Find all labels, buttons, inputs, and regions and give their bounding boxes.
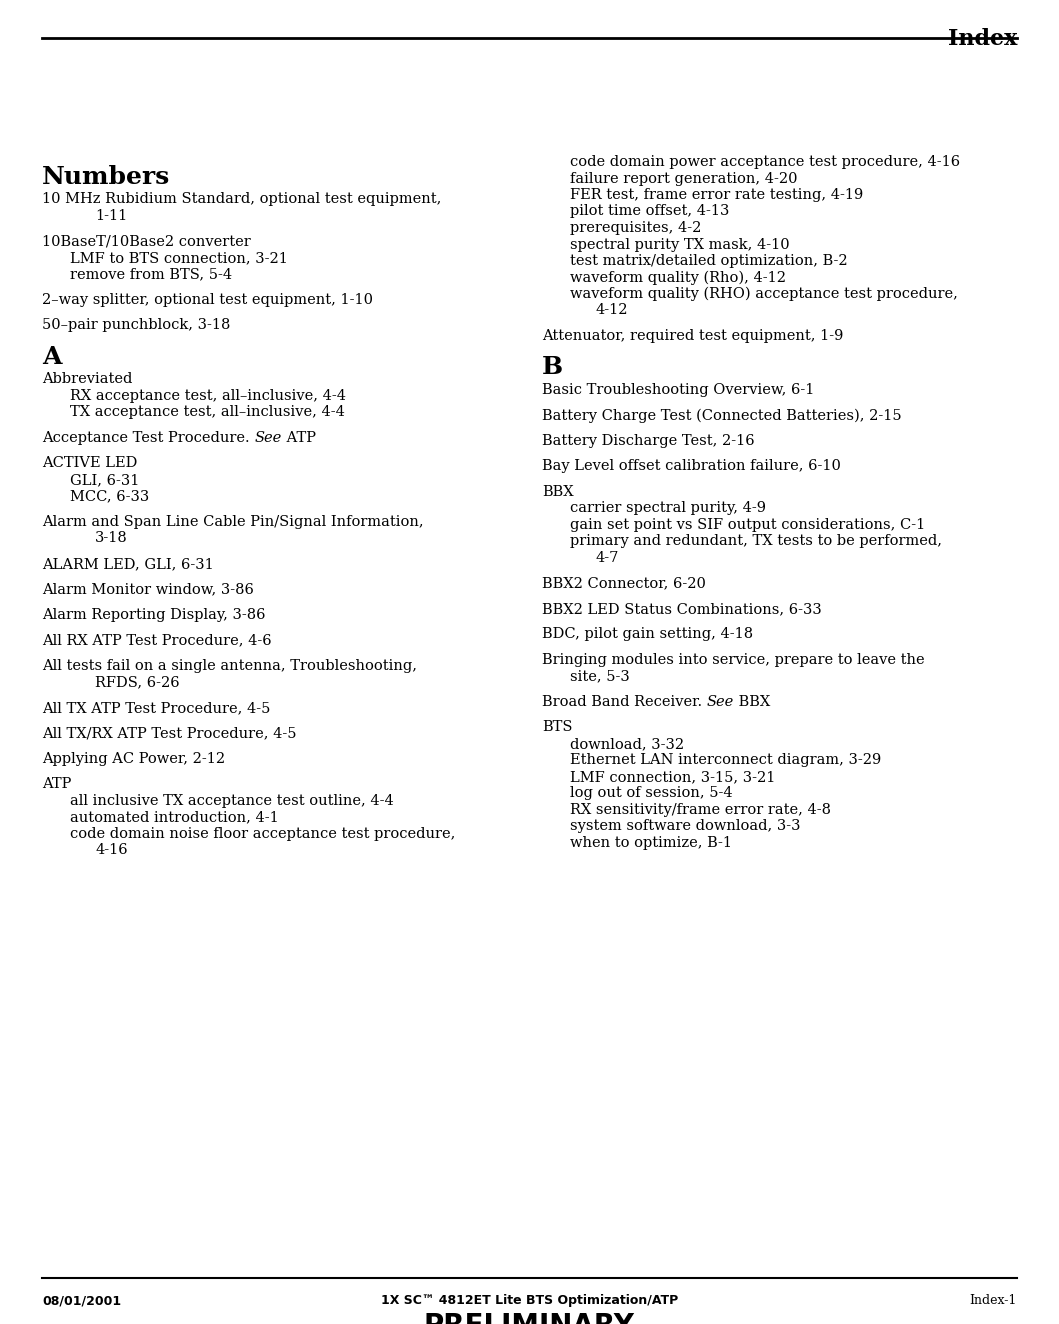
- Text: BBX: BBX: [542, 485, 574, 499]
- Text: Alarm Reporting Display, 3-86: Alarm Reporting Display, 3-86: [42, 608, 266, 622]
- Text: 4-7: 4-7: [595, 551, 618, 565]
- Text: waveform quality (Rho), 4-12: waveform quality (Rho), 4-12: [570, 270, 786, 285]
- Text: prerequisites, 4-2: prerequisites, 4-2: [570, 221, 701, 234]
- Text: failure report generation, 4-20: failure report generation, 4-20: [570, 172, 797, 185]
- Text: See: See: [706, 695, 734, 708]
- Text: BBX: BBX: [734, 695, 770, 708]
- Text: when to optimize, B-1: when to optimize, B-1: [570, 835, 732, 850]
- Text: ALARM LED, GLI, 6-31: ALARM LED, GLI, 6-31: [42, 557, 214, 571]
- Text: All tests fail on a single antenna, Troubleshooting,: All tests fail on a single antenna, Trou…: [42, 659, 417, 673]
- Text: Alarm and Span Line Cable Pin/Signal Information,: Alarm and Span Line Cable Pin/Signal Inf…: [42, 515, 424, 528]
- Text: Acceptance Test Procedure.: Acceptance Test Procedure.: [42, 430, 254, 445]
- Text: 08/01/2001: 08/01/2001: [42, 1294, 121, 1307]
- Text: test matrix/detailed optimization, B-2: test matrix/detailed optimization, B-2: [570, 254, 847, 267]
- Text: Alarm Monitor window, 3-86: Alarm Monitor window, 3-86: [42, 583, 254, 596]
- Text: 3-18: 3-18: [95, 531, 128, 545]
- Text: Broad Band Receiver.: Broad Band Receiver.: [542, 695, 706, 708]
- Text: site, 5-3: site, 5-3: [570, 670, 630, 683]
- Text: 2–way splitter, optional test equipment, 1-10: 2–way splitter, optional test equipment,…: [42, 293, 373, 307]
- Text: ATP: ATP: [42, 777, 71, 792]
- Text: A: A: [42, 344, 61, 369]
- Text: Basic Troubleshooting Overview, 6-1: Basic Troubleshooting Overview, 6-1: [542, 383, 814, 397]
- Text: BBX2 Connector, 6-20: BBX2 Connector, 6-20: [542, 576, 706, 591]
- Text: waveform quality (RHO) acceptance test procedure,: waveform quality (RHO) acceptance test p…: [570, 287, 958, 302]
- Text: carrier spectral purity, 4-9: carrier spectral purity, 4-9: [570, 502, 766, 515]
- Text: All TX ATP Test Procedure, 4-5: All TX ATP Test Procedure, 4-5: [42, 700, 270, 715]
- Text: RX sensitivity/frame error rate, 4-8: RX sensitivity/frame error rate, 4-8: [570, 802, 831, 817]
- Text: 4-16: 4-16: [95, 843, 128, 858]
- Text: MCC, 6-33: MCC, 6-33: [70, 490, 149, 503]
- Text: Ethernet LAN interconnect diagram, 3-29: Ethernet LAN interconnect diagram, 3-29: [570, 753, 881, 768]
- Text: ACTIVE LED: ACTIVE LED: [42, 457, 138, 470]
- Text: remove from BTS, 5-4: remove from BTS, 5-4: [70, 267, 232, 282]
- Text: All TX/RX ATP Test Procedure, 4-5: All TX/RX ATP Test Procedure, 4-5: [42, 727, 297, 740]
- Text: 10 MHz Rubidium Standard, optional test equipment,: 10 MHz Rubidium Standard, optional test …: [42, 192, 442, 207]
- Text: GLI, 6-31: GLI, 6-31: [70, 473, 140, 487]
- Text: 1-11: 1-11: [95, 209, 127, 222]
- Text: TX acceptance test, all–inclusive, 4-4: TX acceptance test, all–inclusive, 4-4: [70, 405, 345, 420]
- Text: gain set point vs SIF output considerations, C-1: gain set point vs SIF output considerati…: [570, 518, 926, 532]
- Text: BTS: BTS: [542, 720, 573, 735]
- Text: All RX ATP Test Procedure, 4-6: All RX ATP Test Procedure, 4-6: [42, 633, 271, 647]
- Text: 10BaseT/10Base2 converter: 10BaseT/10Base2 converter: [42, 234, 251, 249]
- Text: See: See: [254, 430, 282, 445]
- Text: PRELIMINARY: PRELIMINARY: [424, 1312, 635, 1324]
- Text: Bringing modules into service, prepare to leave the: Bringing modules into service, prepare t…: [542, 653, 925, 667]
- Text: BDC, pilot gain setting, 4-18: BDC, pilot gain setting, 4-18: [542, 628, 753, 641]
- Text: pilot time offset, 4-13: pilot time offset, 4-13: [570, 204, 730, 218]
- Text: Applying AC Power, 2-12: Applying AC Power, 2-12: [42, 752, 226, 765]
- Text: primary and redundant, TX tests to be performed,: primary and redundant, TX tests to be pe…: [570, 535, 943, 548]
- Text: Bay Level offset calibration failure, 6-10: Bay Level offset calibration failure, 6-…: [542, 459, 841, 474]
- Text: 50–pair punchblock, 3-18: 50–pair punchblock, 3-18: [42, 318, 231, 332]
- Text: Index: Index: [948, 28, 1017, 50]
- Text: Attenuator, required test equipment, 1-9: Attenuator, required test equipment, 1-9: [542, 328, 843, 343]
- Text: BBX2 LED Status Combinations, 6-33: BBX2 LED Status Combinations, 6-33: [542, 602, 822, 616]
- Text: Index-1: Index-1: [970, 1294, 1017, 1307]
- Text: Numbers: Numbers: [42, 166, 170, 189]
- Text: code domain noise floor acceptance test procedure,: code domain noise floor acceptance test …: [70, 826, 455, 841]
- Text: automated introduction, 4-1: automated introduction, 4-1: [70, 810, 279, 825]
- Text: FER test, frame error rate testing, 4-19: FER test, frame error rate testing, 4-19: [570, 188, 863, 203]
- Text: download, 3-32: download, 3-32: [570, 737, 684, 751]
- Text: RFDS, 6-26: RFDS, 6-26: [95, 675, 180, 690]
- Text: LMF connection, 3-15, 3-21: LMF connection, 3-15, 3-21: [570, 769, 775, 784]
- Text: all inclusive TX acceptance test outline, 4-4: all inclusive TX acceptance test outline…: [70, 794, 394, 808]
- Text: system software download, 3-3: system software download, 3-3: [570, 820, 801, 833]
- Text: code domain power acceptance test procedure, 4-16: code domain power acceptance test proced…: [570, 155, 961, 169]
- Text: Battery Charge Test (Connected Batteries), 2-15: Battery Charge Test (Connected Batteries…: [542, 408, 901, 422]
- Text: RX acceptance test, all–inclusive, 4-4: RX acceptance test, all–inclusive, 4-4: [70, 389, 346, 402]
- Text: 4-12: 4-12: [595, 303, 628, 318]
- Text: LMF to BTS connection, 3-21: LMF to BTS connection, 3-21: [70, 252, 288, 265]
- Text: Battery Discharge Test, 2-16: Battery Discharge Test, 2-16: [542, 434, 755, 448]
- Text: Abbreviated: Abbreviated: [42, 372, 132, 387]
- Text: ATP: ATP: [282, 430, 316, 445]
- Text: spectral purity TX mask, 4-10: spectral purity TX mask, 4-10: [570, 237, 790, 252]
- Text: B: B: [542, 356, 563, 380]
- Text: 1X SC™ 4812ET Lite BTS Optimization/ATP: 1X SC™ 4812ET Lite BTS Optimization/ATP: [381, 1294, 678, 1307]
- Text: log out of session, 5-4: log out of session, 5-4: [570, 786, 733, 801]
